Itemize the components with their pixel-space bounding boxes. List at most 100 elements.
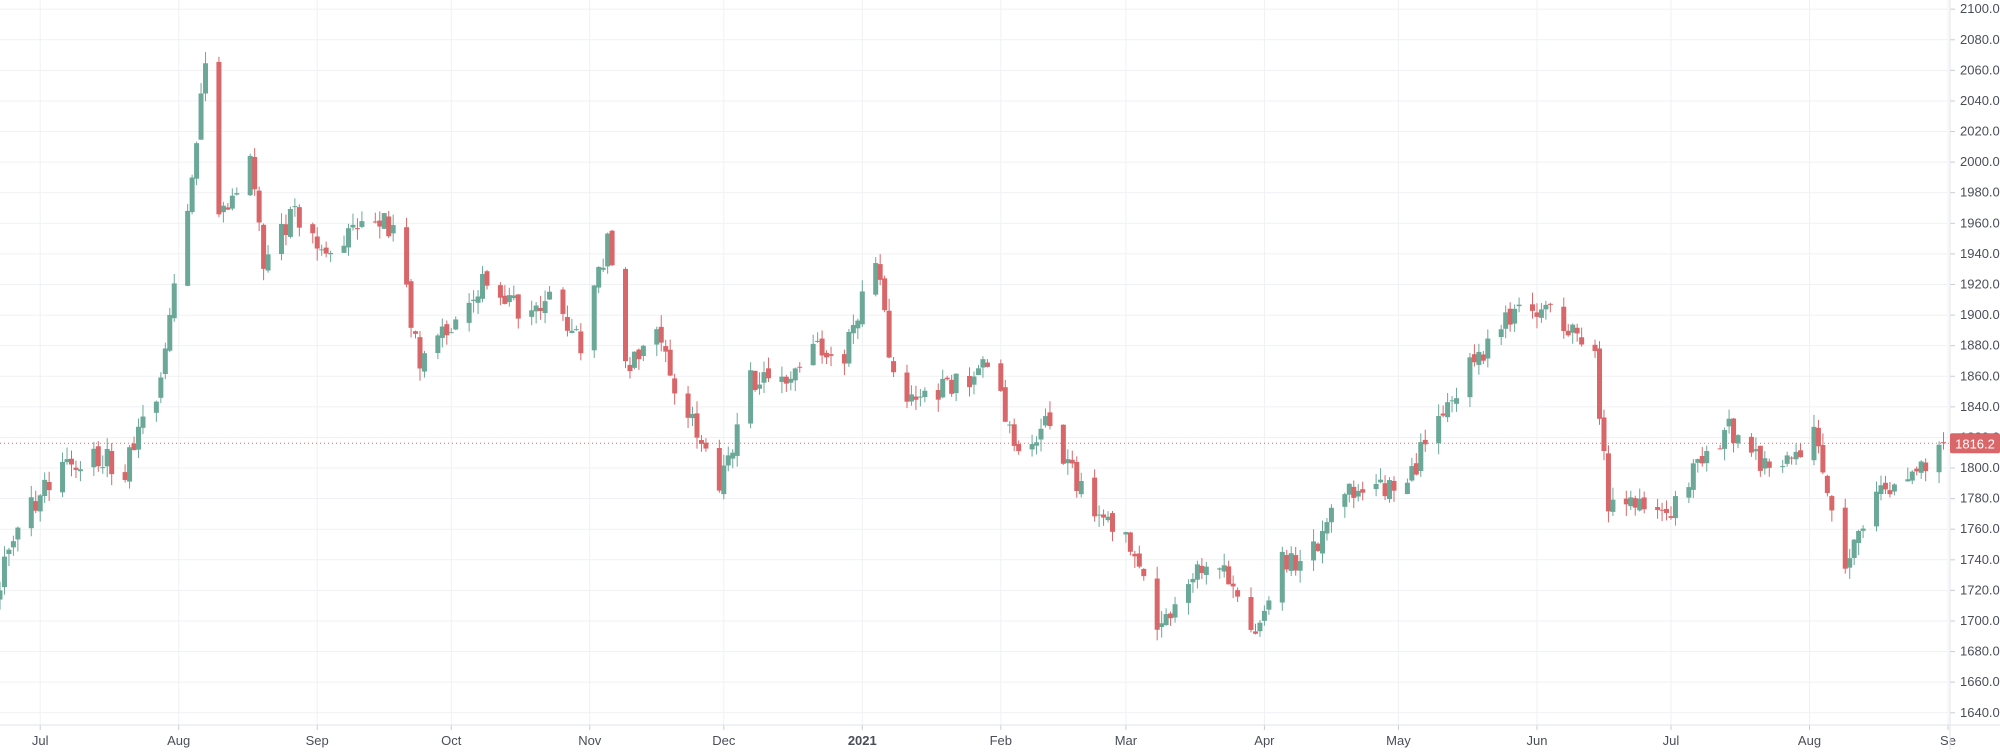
candle-up[interactable]	[1936, 444, 1942, 473]
candle-up[interactable]	[1038, 428, 1044, 440]
candle-up[interactable]	[1279, 551, 1285, 603]
candle-up[interactable]	[1485, 338, 1491, 359]
candle-down[interactable]	[1605, 453, 1611, 512]
candle-up[interactable]	[475, 296, 481, 303]
candle-down[interactable]	[564, 317, 570, 331]
candle-up[interactable]	[1637, 498, 1643, 511]
candle-up[interactable]	[1891, 484, 1897, 492]
candle-up[interactable]	[1695, 459, 1701, 463]
candle-down[interactable]	[1815, 427, 1821, 447]
candle-down[interactable]	[1623, 498, 1629, 505]
candle-up[interactable]	[1172, 604, 1178, 618]
candle-up[interactable]	[64, 459, 70, 463]
candle-down[interactable]	[716, 447, 722, 491]
candle-up[interactable]	[153, 401, 159, 413]
candle-up[interactable]	[435, 335, 441, 354]
candle-up[interactable]	[1, 556, 7, 588]
candle-up[interactable]	[855, 320, 861, 329]
candle-down[interactable]	[1829, 496, 1835, 511]
candle-down[interactable]	[372, 221, 378, 223]
candle-down[interactable]	[1592, 344, 1598, 351]
candle-up[interactable]	[779, 376, 785, 382]
candle-up[interactable]	[1319, 530, 1325, 554]
candle-up[interactable]	[600, 267, 606, 270]
candle-up[interactable]	[953, 373, 959, 394]
candle-down[interactable]	[1110, 513, 1116, 532]
candle-down[interactable]	[944, 377, 950, 380]
candle-down[interactable]	[413, 331, 419, 334]
candle-down[interactable]	[1440, 413, 1446, 416]
candle-down[interactable]	[314, 236, 320, 249]
candle-up[interactable]	[940, 378, 946, 398]
candle-up[interactable]	[421, 353, 427, 372]
candle-down[interactable]	[636, 349, 642, 360]
candle-up[interactable]	[1342, 494, 1348, 507]
candle-up[interactable]	[287, 209, 293, 237]
candle-down[interactable]	[46, 481, 52, 491]
candle-up[interactable]	[345, 228, 351, 248]
candle-up[interactable]	[1378, 479, 1384, 483]
candle-up[interactable]	[1874, 491, 1880, 527]
candle-down[interactable]	[1413, 463, 1419, 475]
candle-down[interactable]	[703, 442, 709, 449]
candle-up[interactable]	[1610, 499, 1616, 512]
candle-up[interactable]	[471, 299, 477, 302]
candle-down[interactable]	[377, 220, 383, 227]
candle-up[interactable]	[1690, 463, 1696, 490]
candle-down[interactable]	[131, 443, 137, 451]
candle-down[interactable]	[623, 268, 629, 362]
candle-up[interactable]	[1194, 564, 1200, 580]
candle-down[interactable]	[1941, 442, 1947, 444]
candle-up[interactable]	[757, 384, 763, 389]
candle-up[interactable]	[850, 324, 856, 334]
candle-up[interactable]	[1373, 483, 1379, 490]
candle-up[interactable]	[596, 266, 602, 288]
candle-up[interactable]	[908, 394, 914, 402]
candle-up[interactable]	[810, 343, 816, 366]
candle-down[interactable]	[216, 61, 222, 215]
candle-up[interactable]	[1543, 304, 1549, 310]
candle-down[interactable]	[261, 224, 267, 269]
candle-up[interactable]	[171, 283, 177, 319]
candles[interactable]	[0, 52, 1947, 641]
candle-up[interactable]	[28, 497, 34, 529]
candle-down[interactable]	[1016, 444, 1022, 452]
candle-up[interactable]	[734, 424, 740, 456]
candle-up[interactable]	[6, 549, 12, 555]
candle-down[interactable]	[1092, 477, 1098, 517]
candle-down[interactable]	[404, 227, 410, 285]
candle-up[interactable]	[1105, 516, 1111, 521]
candle-down[interactable]	[627, 364, 633, 372]
candle-up[interactable]	[1878, 485, 1884, 495]
candle-down[interactable]	[502, 295, 508, 304]
candle-up[interactable]	[761, 372, 767, 383]
candle-up[interactable]	[1847, 558, 1853, 568]
candle-up[interactable]	[1538, 309, 1544, 318]
candle-up[interactable]	[654, 329, 660, 345]
candle-down[interactable]	[1226, 566, 1232, 585]
candle-up[interactable]	[1498, 329, 1504, 338]
candle-up[interactable]	[319, 249, 325, 251]
candle-up[interactable]	[1512, 308, 1518, 324]
candle-up[interactable]	[292, 206, 298, 208]
candle-up[interactable]	[37, 495, 43, 512]
candle-up[interactable]	[91, 448, 97, 468]
candle-up[interactable]	[1096, 514, 1102, 516]
candle-up[interactable]	[1203, 566, 1209, 576]
candle-down[interactable]	[1579, 337, 1585, 345]
candle-down[interactable]	[672, 378, 678, 394]
candle-up[interactable]	[1918, 461, 1924, 473]
candle-up[interactable]	[158, 377, 164, 398]
candle-up[interactable]	[788, 378, 794, 383]
candle-up[interactable]	[1628, 497, 1634, 507]
candle-down[interactable]	[33, 501, 39, 511]
candle-down[interactable]	[1136, 553, 1142, 567]
candle-up[interactable]	[640, 345, 646, 356]
candle-down[interactable]	[122, 472, 128, 480]
candle-down[interactable]	[1248, 597, 1254, 630]
candle-down[interactable]	[1664, 508, 1670, 513]
candle-down[interactable]	[1480, 354, 1486, 361]
candle-down[interactable]	[1561, 306, 1567, 332]
candle-up[interactable]	[721, 465, 727, 495]
candle-up[interactable]	[42, 479, 48, 497]
